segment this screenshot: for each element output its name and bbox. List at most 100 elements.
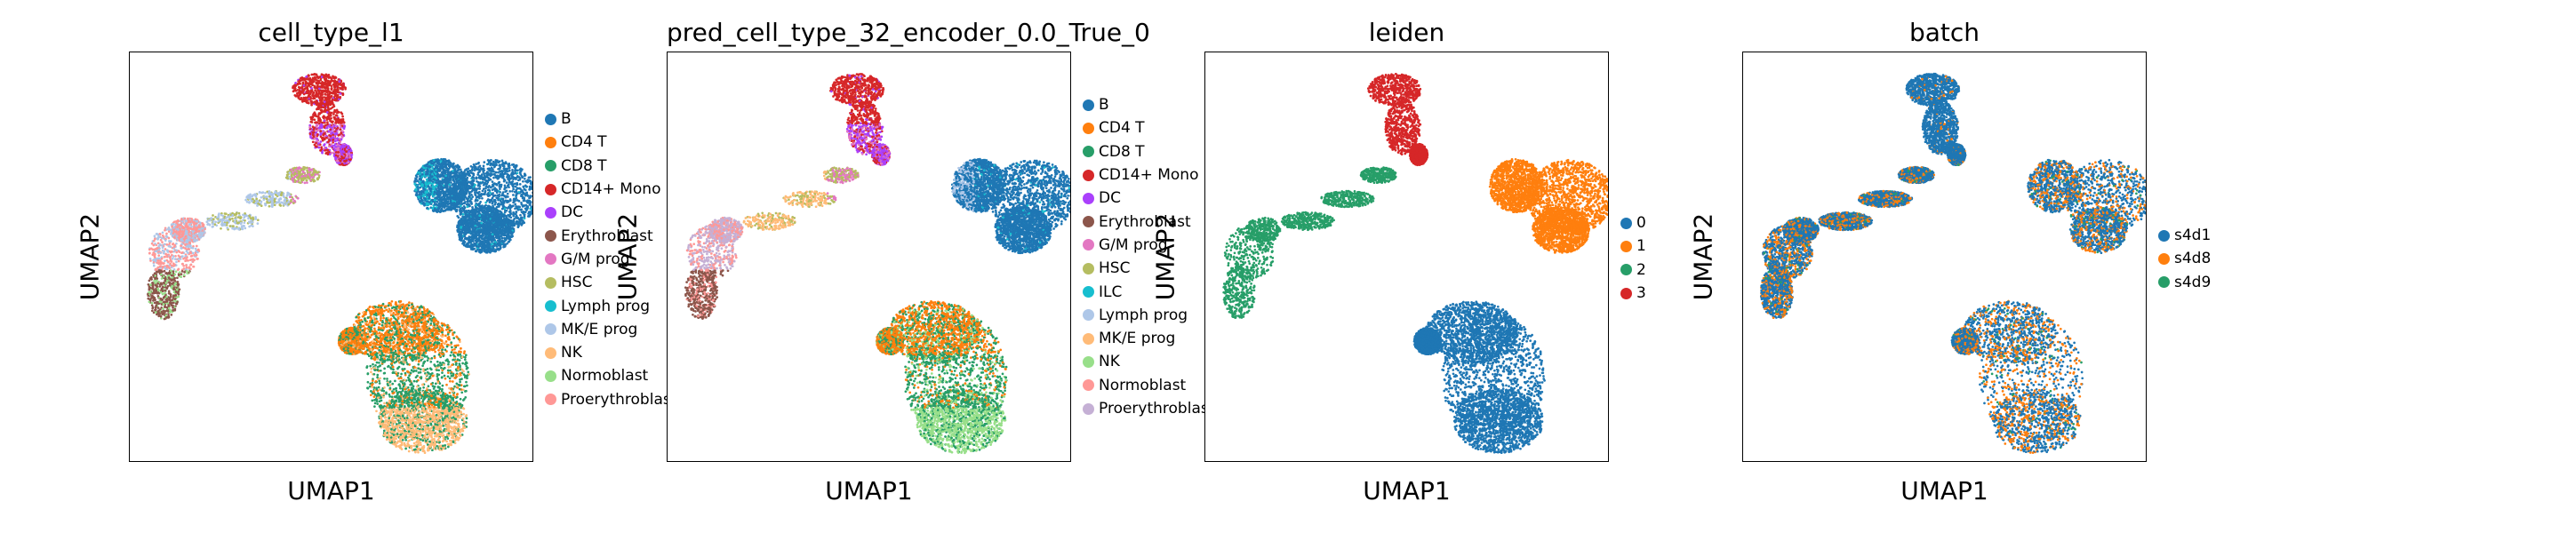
legend-marker xyxy=(1083,402,1094,415)
panel-pred-cell-type: pred_cell_type_32_encoder_0.0_True_0 UMA… xyxy=(613,0,1307,533)
legend-item: B xyxy=(1083,93,1214,116)
legend-marker xyxy=(545,253,556,266)
y-axis-label: UMAP2 xyxy=(1151,213,1180,301)
legend-label: NK xyxy=(561,344,582,362)
legend-label: G/M prog xyxy=(1099,236,1168,254)
legend-item: NK xyxy=(1083,350,1214,373)
legend-marker xyxy=(1083,262,1094,274)
scatter-plot xyxy=(1222,72,1608,454)
legend-marker xyxy=(1083,192,1094,204)
legend-marker xyxy=(1620,217,1632,229)
legend-item: MK/E prog xyxy=(1083,327,1214,350)
legend-marker xyxy=(1083,239,1094,251)
legend-item: ILC xyxy=(1083,280,1214,303)
legend-label: CD8 T xyxy=(561,157,607,175)
legend-item: G/M prog xyxy=(545,248,676,271)
legend-label: 2 xyxy=(1636,261,1646,279)
panel-title: cell_type_l1 xyxy=(129,18,533,47)
scatter-plot xyxy=(684,72,1070,455)
legend-label: G/M prog xyxy=(561,251,630,268)
legend-marker xyxy=(545,394,556,406)
panel-leiden: leiden UMAP1 UMAP2 0 1 2 3 xyxy=(1151,0,1844,533)
legend-item: CD4 T xyxy=(1083,116,1214,139)
legend-label: MK/E prog xyxy=(1099,330,1175,347)
legend-marker xyxy=(1083,355,1094,368)
legend-item: HSC xyxy=(545,271,676,294)
legend-label: B xyxy=(561,110,572,128)
legend-label: CD14+ Mono xyxy=(561,180,660,198)
legend: s4d1 s4d8 s4d9 xyxy=(2158,224,2211,294)
legend-marker xyxy=(545,160,556,172)
panel-cell-type-l1: cell_type_l1 UMAP1 UMAP2 B CD4 T CD8 T CD14… xyxy=(76,0,769,533)
legend-item: Proerythroblast xyxy=(1083,397,1214,420)
legend-label: Lymph prog xyxy=(561,298,650,315)
legend-item: CD8 T xyxy=(1083,140,1214,163)
legend-item: Normoblast xyxy=(1083,374,1214,397)
panel-title: leiden xyxy=(1204,18,1609,47)
legend-marker xyxy=(2158,252,2170,265)
legend-label: 0 xyxy=(1636,214,1646,232)
y-axis-label: UMAP2 xyxy=(76,213,105,301)
legend-label: CD4 T xyxy=(1099,119,1145,137)
x-axis-label: UMAP1 xyxy=(667,476,1071,505)
legend-label: s4d9 xyxy=(2174,274,2211,291)
legend-marker xyxy=(1083,122,1094,134)
legend-marker xyxy=(545,323,556,336)
legend-marker xyxy=(1083,286,1094,298)
legend-marker xyxy=(1620,264,1632,276)
legend-label: HSC xyxy=(561,274,592,291)
x-axis-label: UMAP1 xyxy=(1204,476,1609,505)
legend-label: 1 xyxy=(1636,237,1646,255)
legend: B CD4 T CD8 T CD14+ Mono DC Erythroblast G/M p… xyxy=(1083,93,1214,420)
legend-marker xyxy=(545,346,556,359)
legend-item: B xyxy=(545,107,676,131)
legend-item: G/M prog xyxy=(1083,234,1214,257)
legend-item: 2 xyxy=(1620,259,1646,282)
legend-marker xyxy=(1083,332,1094,345)
legend-marker xyxy=(545,370,556,382)
legend-item: DC xyxy=(1083,187,1214,210)
legend-marker xyxy=(545,136,556,148)
legend-marker xyxy=(1083,216,1094,228)
legend-label: Lymph prog xyxy=(1099,306,1188,324)
scatter-plot xyxy=(1760,72,2146,454)
legend-marker xyxy=(545,276,556,289)
legend-label: HSC xyxy=(1099,259,1130,277)
x-axis-label: UMAP1 xyxy=(1742,476,2147,505)
panel-title: pred_cell_type_32_encoder_0.0_True_0 xyxy=(667,18,1150,47)
legend-label: CD4 T xyxy=(561,133,607,151)
legend-label: DC xyxy=(561,203,583,221)
legend-marker xyxy=(2158,276,2170,289)
y-axis-label: UMAP2 xyxy=(1689,213,1718,301)
legend-marker xyxy=(545,206,556,219)
umap-plot-area xyxy=(1204,52,1609,462)
legend-label: s4d1 xyxy=(2174,227,2211,244)
umap-plot-area xyxy=(667,52,1071,462)
legend-item: CD4 T xyxy=(545,131,676,154)
legend-label: ILC xyxy=(1099,283,1122,301)
legend-item: Erythroblast xyxy=(1083,210,1214,233)
legend-label: Proerythroblast xyxy=(561,391,676,409)
legend-label: B xyxy=(1099,96,1109,114)
legend-label: Proerythroblast xyxy=(1099,400,1214,418)
legend-item: Lymph prog xyxy=(1083,304,1214,327)
legend-label: Normoblast xyxy=(1099,377,1186,394)
legend-item: s4d8 xyxy=(2158,247,2211,270)
y-axis-label: UMAP2 xyxy=(613,213,643,301)
legend-item: 0 xyxy=(1620,211,1646,235)
legend-label: s4d8 xyxy=(2174,250,2211,267)
legend-label: Erythroblast xyxy=(561,227,653,245)
x-axis-label: UMAP1 xyxy=(129,476,533,505)
legend-label: 3 xyxy=(1636,284,1646,302)
legend-item: DC xyxy=(545,201,676,224)
legend: B CD4 T CD8 T CD14+ Mono DC Erythroblast G/M p… xyxy=(545,107,676,411)
legend-marker xyxy=(1620,240,1632,252)
legend-marker xyxy=(545,230,556,243)
legend-item: CD14+ Mono xyxy=(545,178,676,201)
legend-marker xyxy=(1083,146,1094,158)
legend-item: 3 xyxy=(1620,282,1646,305)
legend-item: Lymph prog xyxy=(545,294,676,317)
legend-item: Normoblast xyxy=(545,364,676,387)
scatter-plot xyxy=(147,73,532,455)
legend-marker xyxy=(1083,169,1094,181)
